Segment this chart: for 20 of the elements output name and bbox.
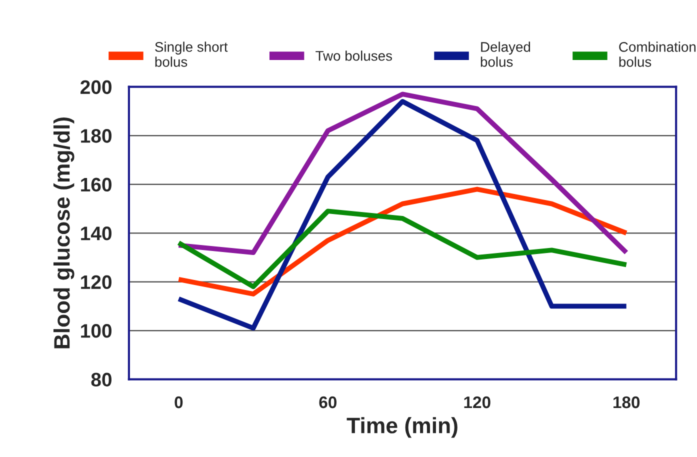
legend-label: Delayed bolus: [480, 42, 530, 67]
y-tick-label: 140: [81, 226, 112, 240]
y-tick-label: 200: [80, 80, 112, 94]
x-tick-label: 180: [613, 396, 640, 408]
y-axis-title: Blood glucose (mg/dl): [53, 118, 74, 348]
line-series: [176, 92, 629, 255]
legend-label: Two boluses: [316, 50, 392, 61]
x-tick-label: 60: [319, 396, 336, 408]
y-tick-label: 180: [81, 129, 112, 143]
y-tick-label: 80: [91, 372, 112, 387]
legend-label: Combination bolus: [619, 42, 696, 67]
line-series: [176, 208, 629, 290]
y-tick-label: 100: [81, 324, 112, 338]
y-tick-label: 120: [81, 275, 112, 290]
x-tick-label: 0: [174, 396, 183, 408]
x-tick-label: 120: [464, 396, 490, 408]
y-tick-label: 160: [81, 178, 112, 192]
line-series: [176, 186, 629, 296]
x-axis-title: Time (min): [346, 417, 458, 438]
legend-label: Single short bolus: [155, 42, 228, 67]
